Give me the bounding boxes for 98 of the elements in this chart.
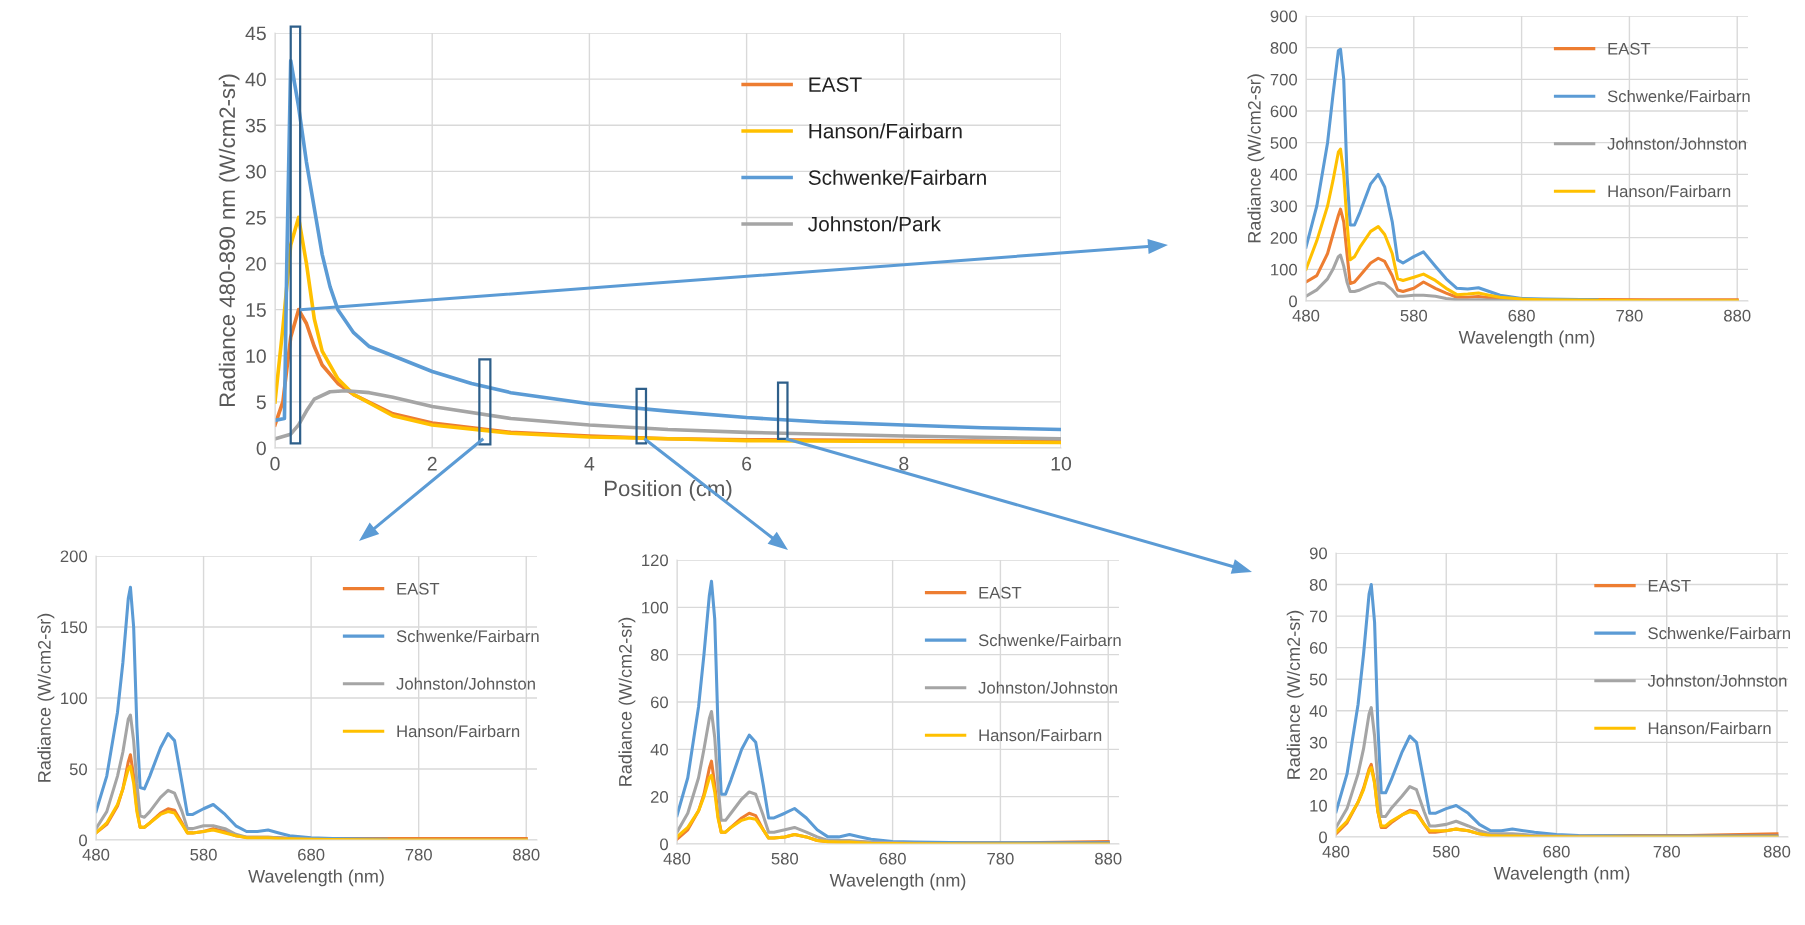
legend-label: Hanson/Fairbarn	[809, 123, 962, 139]
x-tick-label: 880	[1763, 845, 1791, 858]
y-tick-label: 0	[79, 834, 88, 847]
y-tick-label: 400	[1270, 168, 1298, 181]
y-tick-label: 200	[1270, 232, 1298, 244]
y-tick-label: 80	[650, 649, 669, 661]
y-axis-title: Radiance (W/cm2-sr)	[618, 617, 636, 786]
x-tick-label: 880	[1724, 309, 1751, 322]
legend-label: Schwenke/Fairbarn	[1607, 89, 1750, 103]
y-tick-label: 150	[61, 621, 88, 634]
y-tick-label: 20	[246, 257, 266, 271]
legend-label: Johnston/Johnston	[978, 681, 1117, 694]
x-tick-label: 680	[298, 848, 325, 861]
x-tick-label: 680	[1543, 845, 1570, 858]
legend-label: EAST	[1608, 42, 1651, 55]
x-tick-label: 680	[879, 852, 906, 865]
legend-label: Schwenke/Fairbarn	[396, 629, 539, 643]
y-tick-label: 30	[1309, 736, 1328, 749]
y-tick-label: 100	[642, 601, 669, 614]
x-axis-title: Wavelength (nm)	[829, 873, 966, 891]
y-tick-label: 0	[1289, 295, 1298, 308]
y-tick-label: 100	[61, 692, 88, 705]
x-tick-label: 780	[987, 852, 1014, 865]
y-tick-label: 0	[256, 441, 266, 456]
line-series	[275, 389, 1061, 441]
y-tick-label: 200	[60, 550, 88, 563]
legend-label: Schwenke/Fairbarn	[1648, 626, 1791, 640]
x-tick-label: 480	[1292, 309, 1320, 322]
legend-label: Hanson/Fairbarn	[979, 728, 1102, 742]
y-tick-label: 900	[1270, 10, 1298, 23]
x-tick-label: 580	[771, 852, 799, 865]
y-tick-label: 50	[1309, 673, 1328, 686]
x-tick-label: 680	[1508, 309, 1535, 322]
x-axis-title: Wavelength (nm)	[1458, 330, 1595, 348]
y-tick-label: 50	[69, 763, 88, 776]
y-axis-title: Radiance (W/cm2-sr)	[1286, 610, 1304, 779]
x-axis-title: Wavelength (nm)	[248, 869, 384, 887]
x-tick-label: 580	[1400, 309, 1428, 322]
y-tick-label: 30	[245, 164, 266, 179]
x-tick-label: 2	[427, 456, 437, 471]
y-tick-label: 40	[650, 743, 669, 756]
legend-label: Johnston/Johnston	[1647, 674, 1787, 687]
x-tick-label: 4	[584, 457, 595, 471]
y-tick-label: 20	[650, 791, 669, 803]
y-axis-title: Radiance (W/cm2-sr)	[1247, 74, 1265, 243]
y-tick-label: 70	[1309, 610, 1328, 623]
y-tick-label: 10	[246, 349, 266, 364]
x-tick-label: 480	[82, 848, 110, 861]
legend-label: EAST	[809, 77, 862, 92]
legend-label: Johnston/Johnston	[396, 677, 535, 690]
x-tick-label: 880	[1095, 852, 1122, 865]
y-tick-label: 45	[245, 26, 266, 41]
legend-label: EAST	[979, 586, 1022, 599]
y-tick-label: 0	[1319, 831, 1328, 844]
y-tick-label: 25	[246, 210, 266, 225]
y-tick-label: 35	[245, 118, 266, 133]
x-tick-label: 6	[742, 456, 752, 471]
legend-label: Schwenke/Fairbarn	[808, 169, 986, 185]
y-tick-label: 5	[256, 395, 266, 410]
x-tick-label: 10	[1051, 456, 1072, 471]
x-tick-label: 0	[270, 456, 280, 471]
line-series	[677, 773, 1110, 844]
legend-label: Johnston/Johnston	[1607, 137, 1746, 150]
x-tick-label: 780	[1616, 309, 1643, 322]
y-tick-label: 40	[1309, 705, 1328, 717]
legend-label: Hanson/Fairbarn	[1648, 721, 1771, 735]
y-tick-label: 800	[1270, 42, 1298, 54]
y-tick-label: 300	[1270, 200, 1298, 213]
y-tick-label: 40	[245, 72, 266, 87]
x-tick-label: 8	[899, 456, 909, 471]
y-tick-label: 60	[1309, 642, 1328, 654]
y-tick-label: 90	[1309, 547, 1328, 560]
y-tick-label: 600	[1270, 105, 1298, 118]
y-tick-label: 100	[1271, 263, 1298, 276]
x-tick-label: 780	[1653, 845, 1680, 858]
x-tick-label: 580	[1433, 845, 1460, 858]
x-tick-label: 480	[1322, 845, 1350, 858]
y-axis-title: Radiance 480-890 nm (W/cm2-sr)	[218, 74, 240, 407]
y-tick-label: 20	[1309, 768, 1328, 781]
y-tick-label: 80	[1309, 578, 1328, 591]
y-tick-label: 700	[1270, 73, 1298, 86]
x-tick-label: 580	[190, 848, 217, 861]
x-tick-label: 880	[513, 848, 540, 861]
y-tick-label: 15	[246, 303, 266, 317]
y-tick-label: 60	[650, 696, 669, 709]
x-tick-label: 780	[405, 848, 432, 861]
y-tick-label: 500	[1270, 137, 1298, 149]
legend-label: Schwenke/Fairbarn	[978, 633, 1121, 647]
legend-label: Johnston/Park	[808, 216, 941, 232]
x-axis-title: Wavelength (nm)	[1493, 866, 1630, 884]
legend-label: EAST	[1648, 579, 1691, 592]
legend-label: EAST	[397, 582, 440, 595]
y-tick-label: 120	[642, 554, 669, 567]
legend-label: Hanson/Fairbarn	[397, 724, 520, 738]
legend-label: Hanson/Fairbarn	[1608, 185, 1731, 198]
x-tick-label: 480	[663, 852, 691, 865]
y-axis-title: Radiance (W/cm2-sr)	[37, 613, 55, 782]
y-tick-label: 10	[1310, 799, 1328, 812]
